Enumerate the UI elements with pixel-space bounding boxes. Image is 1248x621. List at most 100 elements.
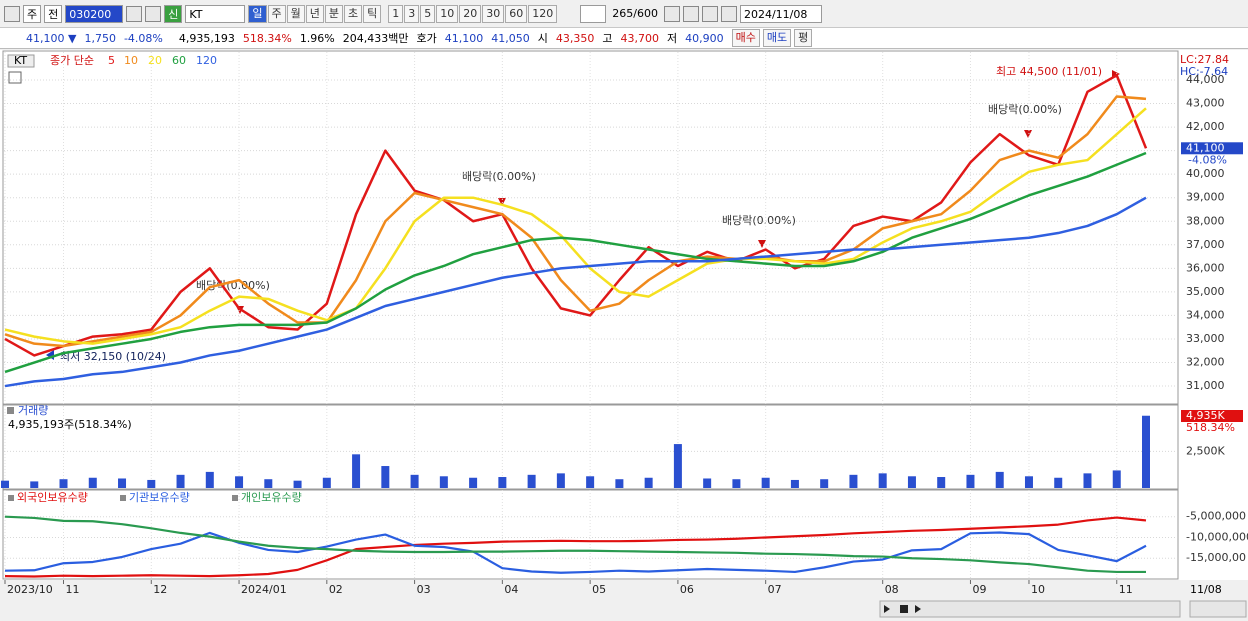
interval-button[interactable]: 틱 — [363, 4, 382, 23]
series-line — [4, 515, 1146, 574]
volume-bar — [644, 477, 653, 488]
legend-entry: 60 — [172, 54, 186, 67]
save-icon[interactable] — [701, 5, 718, 22]
interval-button[interactable]: 월 — [286, 4, 305, 23]
volume-bar — [732, 479, 741, 488]
volume-last-box — [1181, 410, 1243, 422]
volume-bar — [147, 479, 156, 488]
x-tick-label: 07 — [768, 583, 782, 596]
amount: 204,433백만 — [342, 32, 409, 45]
x-tick-label: 11 — [1119, 583, 1133, 596]
volume-bar — [1054, 477, 1063, 488]
tool-icon[interactable] — [682, 5, 699, 22]
volume-bar — [703, 478, 712, 488]
scope-select[interactable]: 전 — [44, 4, 63, 23]
interval-button[interactable]: 초 — [344, 4, 363, 23]
count-max: /600 — [633, 6, 658, 20]
volume-bar — [1112, 470, 1121, 488]
minute-button[interactable]: 20 — [459, 4, 482, 23]
dividend-arrow — [758, 240, 766, 248]
avg-button[interactable]: 평 — [794, 29, 813, 47]
minute-button[interactable]: 60 — [505, 4, 528, 23]
bid-label: 호가 — [416, 32, 437, 45]
volume-bar — [586, 476, 595, 488]
volume-bar — [264, 479, 273, 488]
y-tick-label: 31,000 — [1186, 379, 1225, 392]
ask: 41,100 — [444, 31, 484, 45]
buy-button[interactable]: 매수 — [731, 29, 760, 47]
interval-button[interactable]: 년 — [305, 4, 324, 23]
high-note: 최고 44,500 (11/01) — [996, 65, 1102, 78]
settings-icon[interactable] — [720, 5, 737, 22]
x-tick-label: 12 — [153, 583, 167, 596]
volume-bar — [820, 479, 829, 488]
x-tick-label: 02 — [329, 583, 343, 596]
volume-bar — [176, 474, 185, 488]
volume-bar — [673, 444, 682, 488]
volume-bar — [381, 466, 390, 488]
sound-icon[interactable] — [145, 5, 162, 22]
search-icon[interactable] — [126, 5, 143, 22]
volume-title: 거래량 — [18, 404, 48, 417]
minute-button[interactable]: 3 — [404, 4, 420, 23]
sell-button[interactable]: 매도 — [762, 29, 792, 47]
volume-bar — [790, 479, 799, 488]
high-label: 고 — [602, 32, 613, 45]
legend-entry: 120 — [196, 54, 217, 67]
volume-bar — [937, 477, 946, 488]
zoom-controls[interactable] — [1189, 600, 1247, 618]
last-change: -4.08% — [1188, 153, 1227, 166]
volume: 4,935,193 — [178, 31, 235, 45]
y-tick-label: 42,000 — [1186, 120, 1225, 133]
tool-icon[interactable] — [663, 5, 680, 22]
y-tick-label: 34,000 — [1186, 308, 1225, 321]
x-tick-label: 2024/01 — [241, 583, 287, 596]
change: 1,750 — [84, 31, 116, 45]
y-tick-label: 2,500K — [1186, 444, 1225, 457]
y-tick-label: 37,000 — [1186, 238, 1225, 251]
x-tick-label: 11 — [66, 583, 80, 596]
low: 40,900 — [685, 31, 724, 45]
legend-entry: 외국인보유수량 — [17, 491, 88, 504]
volume-bar — [1024, 476, 1033, 488]
volume-last: 4,935K — [1186, 409, 1225, 422]
dividend-note: 배당락(0.00%) — [462, 170, 536, 183]
panel-icon — [7, 407, 14, 414]
minute-button[interactable]: 30 — [482, 4, 505, 23]
volume-panel — [2, 404, 1179, 490]
low-label: 저 — [667, 32, 678, 45]
icon[interactable] — [4, 5, 20, 22]
period-select[interactable]: 주 — [23, 4, 42, 23]
x-tick-label: 03 — [417, 583, 431, 596]
legend-entry: 기관보유수량 — [129, 491, 190, 504]
series-line — [4, 107, 1147, 345]
legend-swatch — [120, 495, 126, 501]
minute-button[interactable]: 10 — [436, 4, 459, 23]
interval-button[interactable]: 주 — [267, 4, 286, 23]
legend-entry: 개인보유수량 — [241, 491, 302, 504]
change-pct: -4.08% — [123, 31, 163, 45]
price: 41,100 ▼ — [26, 31, 77, 45]
minute-button[interactable]: 1 — [388, 4, 404, 23]
scroll-arrow[interactable] — [915, 605, 921, 613]
hc-label: HC:-7.64 — [1180, 65, 1228, 78]
x-tick-label: 05 — [592, 583, 606, 596]
x-tick-label: 08 — [885, 583, 899, 596]
legend-entry: 10 — [124, 54, 138, 67]
scrollbar[interactable] — [879, 600, 1181, 618]
volume-bar — [1083, 473, 1092, 488]
dropdown[interactable] — [580, 4, 607, 23]
minute-button[interactable]: 120 — [528, 4, 558, 23]
interval-button[interactable]: 분 — [324, 4, 343, 23]
bid: 41,050 — [491, 31, 530, 45]
minute-button[interactable]: 5 — [420, 4, 436, 23]
volume-subtitle: 4,935,193주(518.34%) — [8, 418, 132, 431]
date-input[interactable]: 2024/11/08 — [739, 4, 822, 23]
stop-icon[interactable] — [900, 605, 908, 613]
volume-bar — [761, 477, 770, 488]
chart: KT 종가 단순 최고 44,500 (11/01) 최저 32,150 (10… — [0, 50, 1248, 621]
code-input[interactable]: 030200 — [65, 4, 124, 23]
interval-button[interactable]: 일 — [248, 4, 267, 23]
scroll-arrow[interactable] — [884, 605, 890, 613]
